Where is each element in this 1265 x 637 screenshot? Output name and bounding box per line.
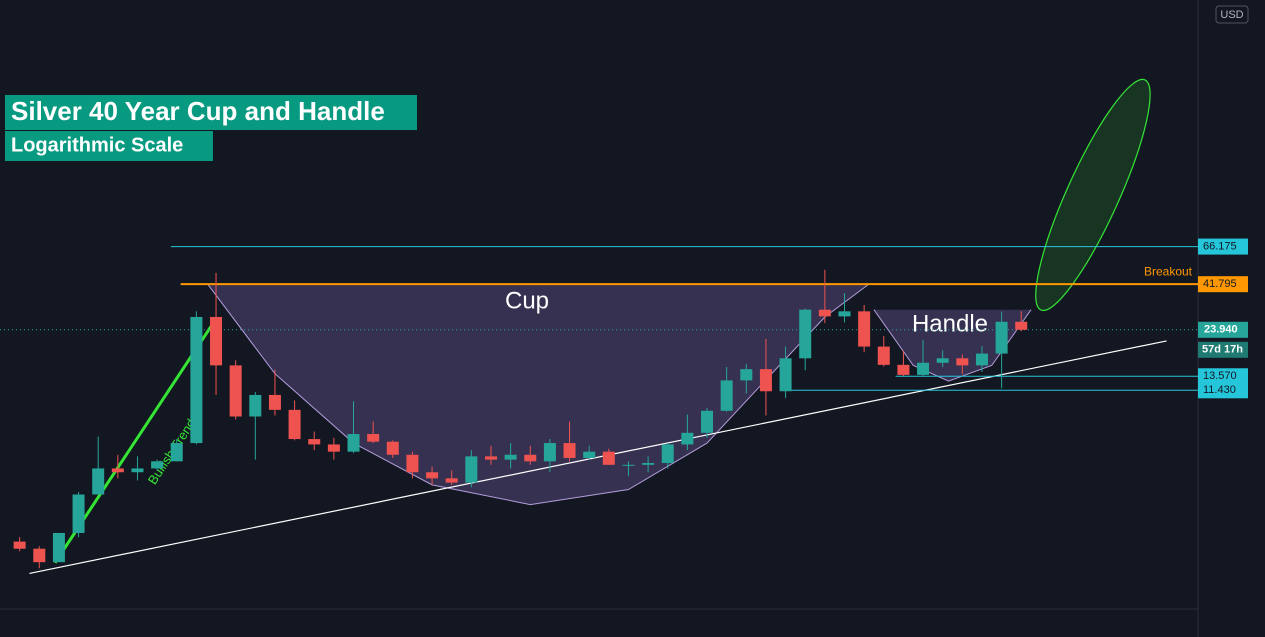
- candle-body: [268, 394, 281, 410]
- candle-body: [170, 443, 183, 462]
- candle-body: [583, 451, 596, 458]
- countdown-label: 57d 17h: [1202, 344, 1243, 356]
- candle-body: [229, 365, 242, 417]
- candle-body: [602, 451, 615, 465]
- labels: 66.175 41.795 Breakout 13.570 11.430 23.940 57…: [1144, 238, 1248, 399]
- candle-body: [858, 311, 871, 347]
- subtitle-box: [5, 131, 213, 161]
- last-price-box: [1198, 321, 1248, 338]
- target-ellipse: [1035, 78, 1151, 312]
- chart-title: Silver 40 Year Cup and Handle: [11, 96, 385, 126]
- candle-body: [642, 463, 655, 465]
- candle-body: [995, 321, 1008, 354]
- candle-body: [308, 439, 321, 445]
- level-label: 41.795: [1203, 278, 1237, 290]
- candle-body: [210, 316, 223, 366]
- candle-body: [426, 472, 439, 479]
- cup-fill: [208, 284, 869, 505]
- candle-body: [151, 461, 164, 469]
- level-name: Breakout: [1144, 264, 1193, 278]
- chart-subtitle: Logarithmic Scale: [11, 134, 183, 156]
- trend-line: [29, 340, 1167, 575]
- candle-body: [759, 369, 772, 392]
- candle-body: [956, 358, 969, 366]
- candle-body: [799, 309, 812, 359]
- candle-body: [838, 311, 851, 317]
- candle-body: [1015, 321, 1028, 330]
- candle-body: [661, 444, 674, 464]
- level-label: 66.175: [1203, 240, 1237, 252]
- candle-body: [33, 548, 46, 563]
- candle-body: [779, 358, 792, 392]
- candle-body: [190, 316, 203, 444]
- last-price-label: 23.940: [1204, 324, 1238, 336]
- handle-label: Handle: [912, 310, 988, 337]
- candle-body: [111, 468, 124, 473]
- level-label-box: [1198, 368, 1248, 385]
- candle-body: [818, 309, 831, 317]
- candle-body: [720, 380, 733, 411]
- cup-arc: [207, 284, 869, 506]
- candle-body: [327, 444, 340, 452]
- candle-body: [740, 369, 753, 381]
- level-label-box: [1198, 276, 1248, 293]
- candle-body: [484, 456, 497, 460]
- candle-body: [504, 454, 517, 460]
- drawings: CupHandleBullish Trend: [0, 78, 1198, 575]
- candles: [13, 269, 1028, 569]
- candle-body: [131, 468, 144, 473]
- candle-body: [347, 434, 360, 452]
- currency-box: [1215, 5, 1249, 24]
- candle-body: [13, 541, 26, 549]
- candle-body: [975, 353, 988, 366]
- candle-body: [406, 454, 419, 473]
- level-label-box: [1198, 238, 1248, 255]
- candle-body: [877, 346, 890, 365]
- countdown-box: [1198, 341, 1248, 358]
- candle-body: [249, 394, 262, 417]
- candle-body: [386, 441, 399, 455]
- candle-body: [367, 434, 380, 442]
- candle-body: [288, 409, 301, 440]
- candle-body: [543, 443, 556, 462]
- level-label: 11.430: [1203, 384, 1236, 396]
- candle-body: [52, 532, 65, 563]
- candle-body: [701, 410, 714, 433]
- candle-body: [917, 362, 930, 375]
- candle-body: [936, 358, 949, 363]
- candle-body: [622, 464, 635, 466]
- candle-body: [524, 454, 537, 462]
- candle-body: [92, 468, 105, 495]
- level-label: 13.570: [1203, 370, 1237, 382]
- currency: USD: [1220, 9, 1243, 21]
- candle-body: [465, 456, 478, 483]
- candle-body: [563, 443, 576, 458]
- candle-body: [897, 364, 910, 375]
- candle-body: [445, 478, 458, 483]
- level-label-box: [1198, 382, 1248, 399]
- title-box: [5, 95, 417, 130]
- candle-body: [72, 494, 85, 533]
- cup-label: Cup: [505, 287, 549, 314]
- handle-fill: [873, 309, 1032, 382]
- candle-body: [681, 432, 694, 445]
